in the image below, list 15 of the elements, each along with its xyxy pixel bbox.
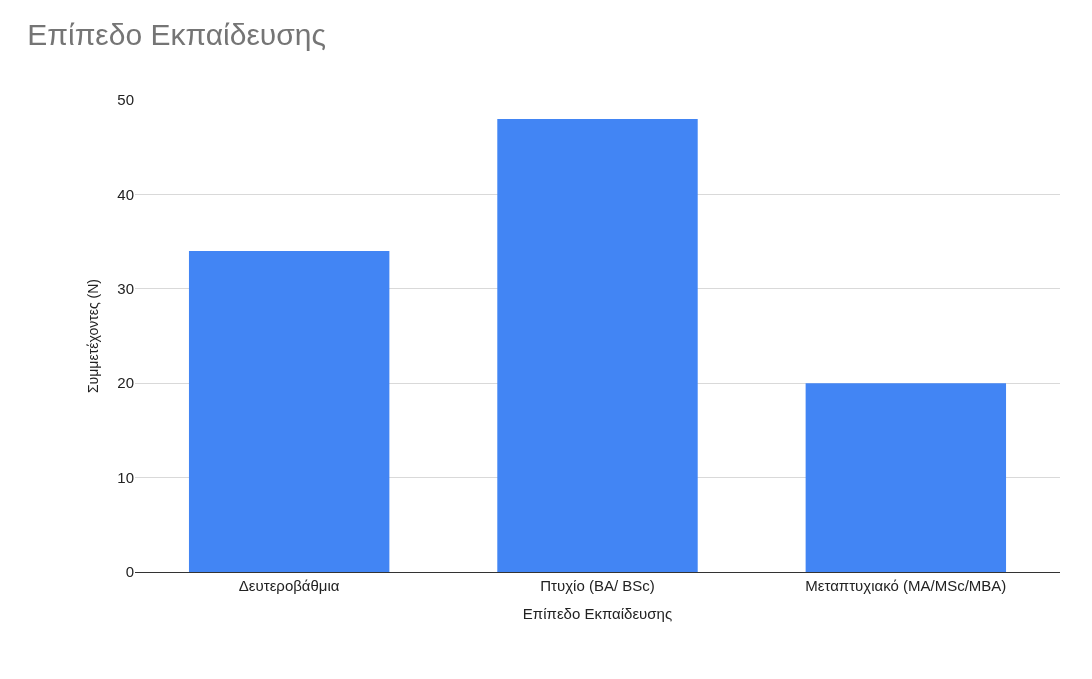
x-tick-label: Πτυχίο (BA/ BSc): [540, 577, 655, 594]
y-tick-label: 30: [117, 280, 134, 298]
bar: [497, 118, 698, 572]
chart-title: Επίπεδο Εκπαίδευσης: [27, 17, 326, 51]
y-axis-title: Συμμετέχοντες (N): [84, 278, 101, 394]
y-tick-label: 50: [117, 91, 134, 109]
x-tick-label: Δευτεροβάθμια: [238, 577, 340, 594]
x-tick-label: Μεταπτυχιακό (MA/MSc/MBA): [805, 577, 1007, 594]
y-tick-label: 0: [125, 563, 134, 581]
y-tick-label: 20: [117, 374, 134, 392]
bar: [188, 251, 390, 572]
bar: [805, 383, 1007, 572]
x-axis-title: Επίπεδο Εκπαίδευσης: [522, 605, 673, 622]
y-tick-label: 10: [117, 468, 134, 486]
y-tick-label: 40: [117, 185, 134, 203]
